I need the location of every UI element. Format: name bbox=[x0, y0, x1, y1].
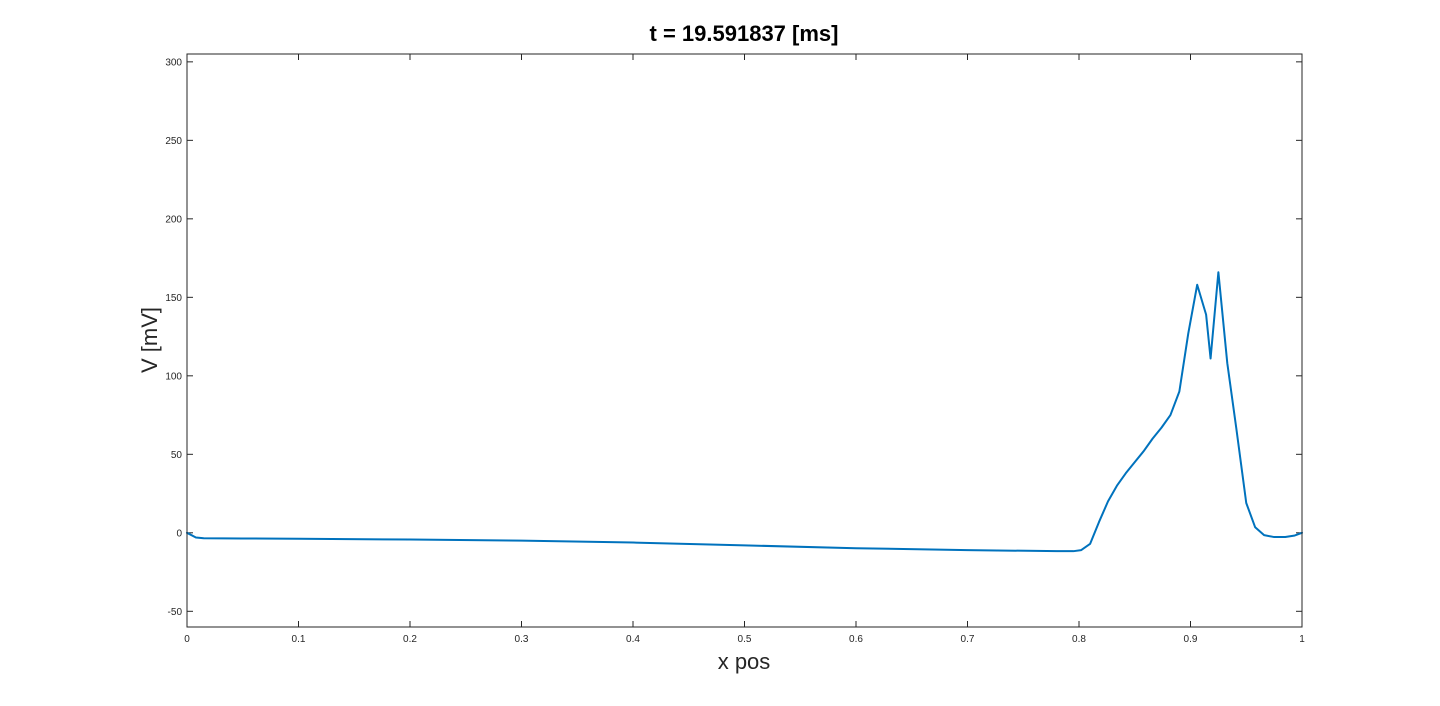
x-tick-label: 0.6 bbox=[849, 634, 863, 645]
x-tick-label: 0.5 bbox=[738, 634, 752, 645]
chart-title: t = 19.591837 [ms] bbox=[650, 21, 839, 46]
series-layer bbox=[186, 271, 1303, 553]
y-tick-label: 50 bbox=[171, 450, 183, 461]
x-tick-label: 0.4 bbox=[626, 634, 640, 645]
x-tick-label: 0.7 bbox=[961, 634, 975, 645]
x-tick-label: 0.3 bbox=[515, 634, 529, 645]
y-tick-label: -50 bbox=[168, 607, 183, 618]
x-axis-ticks: 0 0.1 0.2 0.3 0.4 0.5 0.6 0.7 0.8 0.9 1 bbox=[184, 54, 1305, 645]
y-tick-label: 200 bbox=[165, 214, 182, 225]
series-line bbox=[186, 271, 1303, 553]
y-axis-label: V [mV] bbox=[137, 307, 162, 373]
y-tick-label: 250 bbox=[165, 136, 182, 147]
y-tick-label: 100 bbox=[165, 371, 182, 382]
x-tick-label: 0.8 bbox=[1072, 634, 1086, 645]
x-tick-label: 0 bbox=[184, 634, 190, 645]
y-tick-label: 150 bbox=[165, 293, 182, 304]
y-tick-label: 300 bbox=[165, 57, 182, 68]
x-tick-label: 1 bbox=[1299, 634, 1305, 645]
x-tick-label: 0.9 bbox=[1184, 634, 1198, 645]
x-axis-label: x pos bbox=[718, 649, 771, 674]
x-tick-label: 0.1 bbox=[292, 634, 306, 645]
plot-area bbox=[187, 54, 1302, 627]
y-tick-label: 0 bbox=[176, 528, 182, 539]
x-tick-label: 0.2 bbox=[403, 634, 417, 645]
axes-box bbox=[186, 53, 1303, 628]
y-axis-ticks: -50 0 50 100 150 200 250 300 bbox=[165, 57, 1302, 618]
